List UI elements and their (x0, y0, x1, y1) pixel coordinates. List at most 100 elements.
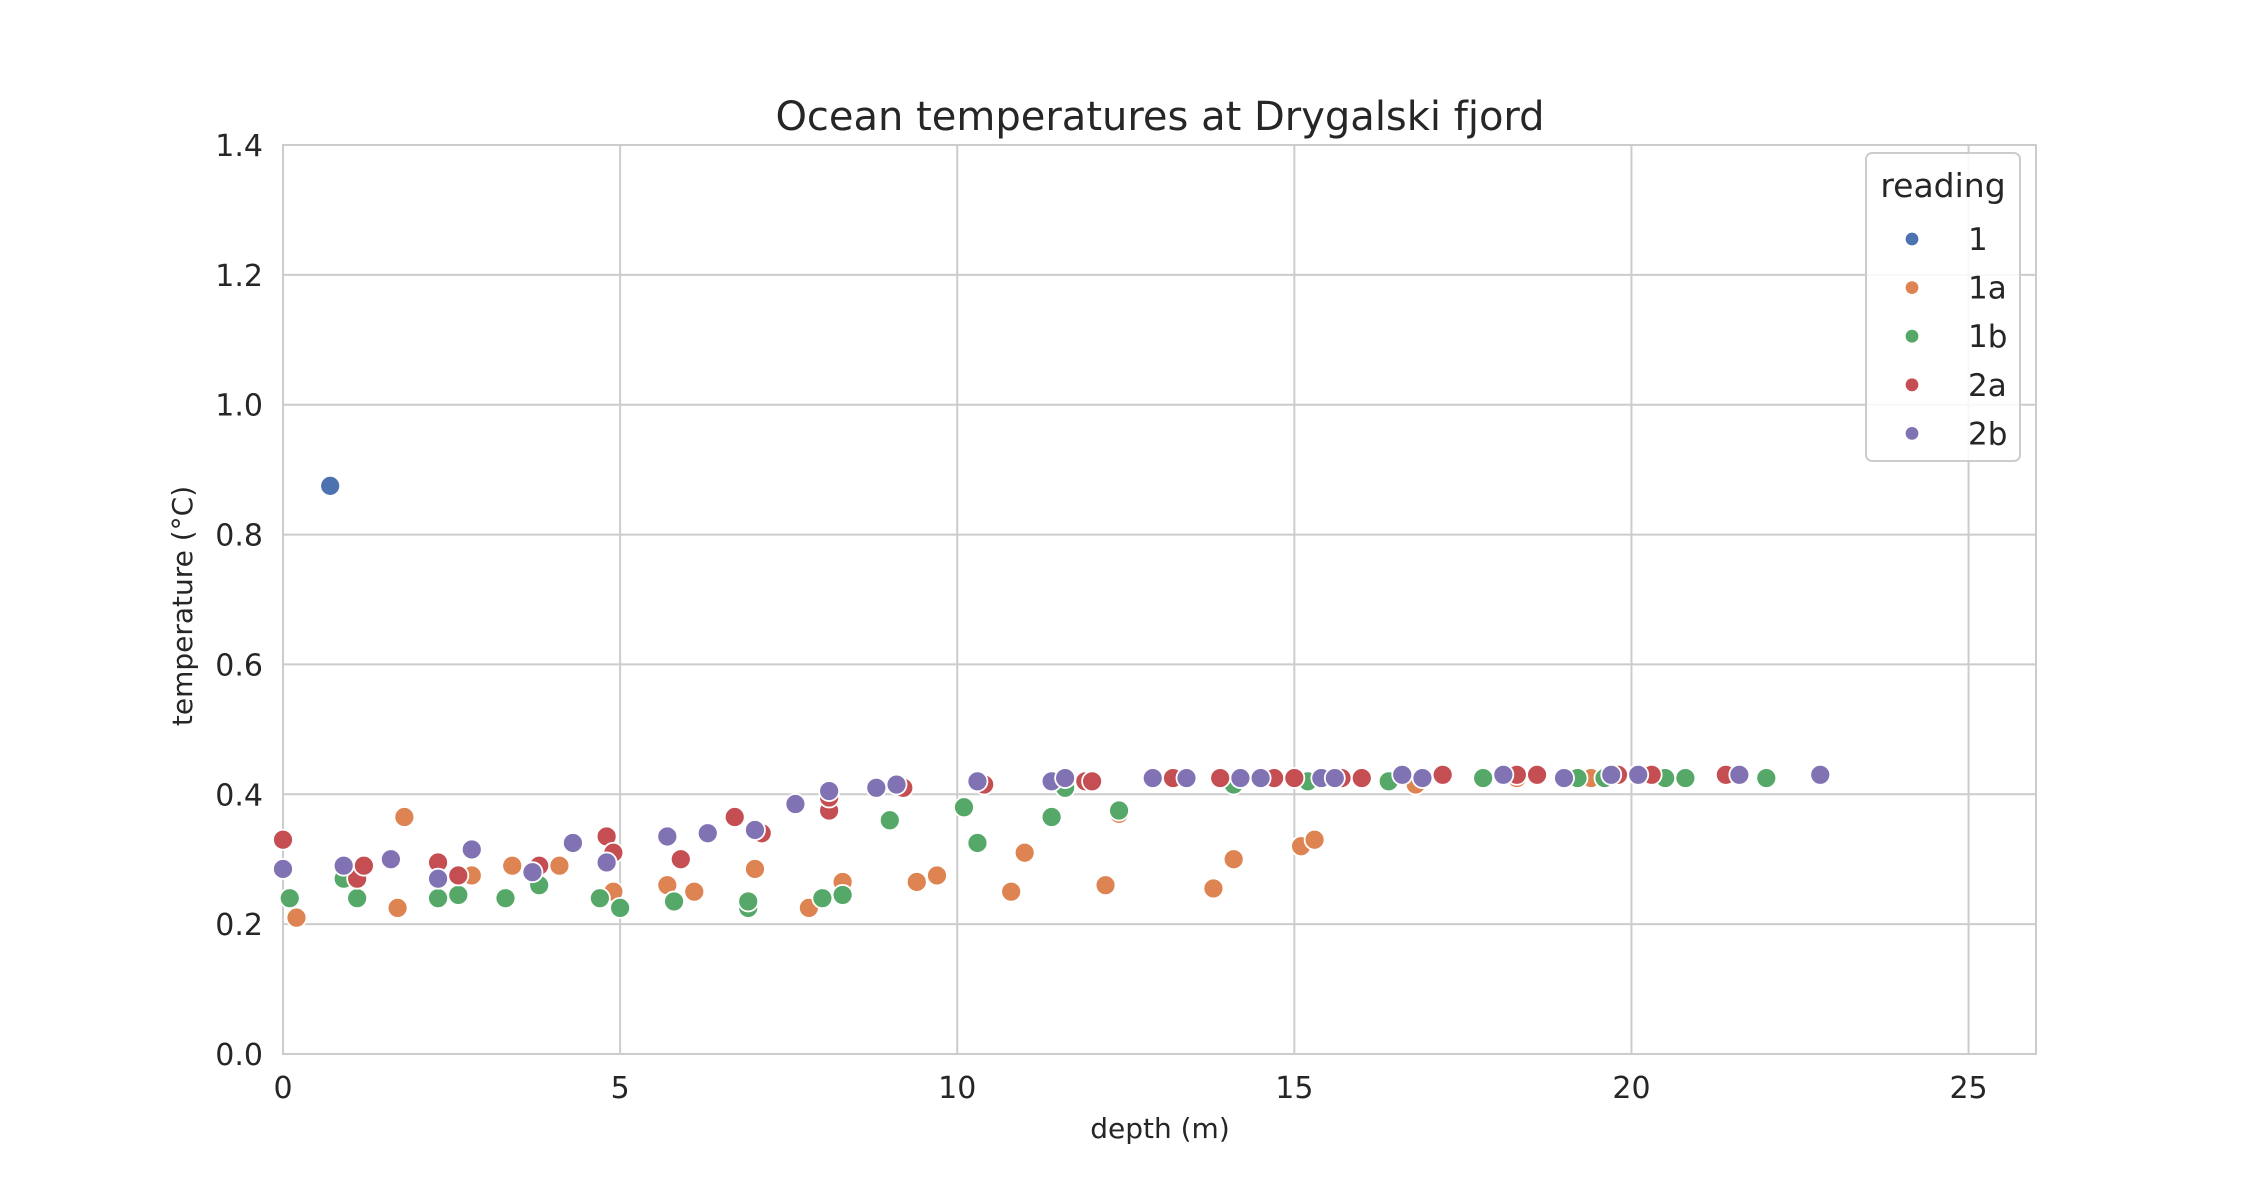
data-point (1674, 767, 1697, 789)
data-point (683, 880, 706, 903)
data-point (1209, 767, 1232, 789)
data-point (447, 864, 470, 887)
x-tick-label: 20 (1612, 1071, 1650, 1106)
y-tick-label: 0.8 (215, 519, 263, 554)
data-point (1013, 841, 1036, 864)
data-point (548, 854, 571, 877)
data-point (926, 864, 948, 887)
legend-marker (1904, 280, 1920, 296)
data-point (272, 858, 294, 880)
data-point (885, 773, 908, 796)
data-point (723, 806, 746, 828)
data-point (737, 890, 760, 913)
legend-label: 1a (1968, 271, 2007, 307)
data-point (588, 887, 611, 910)
x-tick-label: 15 (1275, 1071, 1313, 1106)
x-tick-label: 5 (611, 1071, 630, 1106)
data-point (1600, 763, 1623, 786)
data-point (386, 897, 409, 919)
data-point (1809, 763, 1832, 786)
data-point (1000, 880, 1023, 903)
data-point (272, 828, 294, 851)
data-point (346, 887, 369, 910)
y-tick-label: 0.0 (215, 1038, 263, 1073)
plot-frame (282, 144, 2037, 1055)
data-point (1728, 763, 1751, 786)
data-point (656, 825, 679, 848)
legend-entries: 1 1a 1b 2a 2b (1904, 222, 2007, 452)
y-tick-label: 0.4 (215, 778, 263, 813)
data-point (1249, 767, 1272, 789)
legend-marker (1904, 328, 1920, 344)
data-point (878, 809, 901, 832)
data-point (1108, 799, 1130, 822)
data-point (379, 848, 402, 871)
data-point (953, 796, 975, 819)
data-point (1141, 767, 1164, 789)
x-tick-label: 10 (938, 1071, 976, 1106)
y-tick-label: 1.0 (215, 389, 263, 424)
data-point (966, 832, 989, 854)
legend-marker (1904, 231, 1920, 247)
data-point (1627, 763, 1650, 786)
data-point (966, 770, 989, 793)
data-point (1222, 848, 1245, 871)
chart-title: Ocean temperatures at Drygalski fjord (775, 94, 1544, 140)
data-point (1054, 767, 1077, 789)
data-point (669, 848, 692, 871)
legend-label: 2a (1968, 368, 2007, 404)
data-point (1175, 767, 1198, 789)
data-point (460, 838, 483, 861)
data-point (494, 887, 517, 910)
data-point (1411, 767, 1434, 789)
data-point (696, 822, 719, 845)
x-axis-label: depth (m) (1090, 1112, 1230, 1145)
data-point (1303, 828, 1326, 851)
data-point (1202, 877, 1225, 900)
x-tick-label: 0 (273, 1071, 292, 1106)
data-point (427, 867, 449, 890)
data-point (865, 776, 888, 799)
data-point (811, 887, 834, 910)
data-point (1472, 767, 1495, 789)
data-point (285, 906, 308, 929)
data-point (1553, 767, 1575, 789)
data-point (501, 854, 524, 877)
y-tick-label: 0.2 (215, 908, 263, 943)
data-point (744, 819, 766, 841)
data-point (427, 887, 449, 910)
y-axis-label: temperature (°C) (166, 486, 199, 726)
legend-label: 2b (1968, 416, 2007, 452)
legend-marker (1904, 377, 1920, 393)
data-point (562, 832, 584, 854)
y-tick-label: 1.4 (215, 129, 263, 164)
data-point (1350, 767, 1373, 789)
data-point (319, 474, 342, 497)
data-point (521, 861, 544, 884)
legend-title: reading (1880, 166, 2005, 205)
data-point (1492, 763, 1515, 786)
data-point (1081, 770, 1103, 793)
x-tick-labels: 0 5 10 15 20 25 (273, 1071, 1987, 1106)
data-point (818, 780, 841, 802)
data-point (332, 854, 355, 877)
data-point (1094, 874, 1117, 897)
data-points (272, 474, 1832, 929)
y-tick-label: 1.2 (215, 259, 263, 294)
data-point (1323, 767, 1346, 789)
y-tick-labels: 0.0 0.2 0.4 0.6 0.8 1.0 1.2 1.4 (215, 129, 263, 1073)
data-point (831, 884, 854, 906)
data-point (663, 890, 685, 913)
legend-marker (1904, 425, 1920, 441)
data-point (1229, 767, 1252, 789)
data-point (609, 897, 632, 919)
series-1 (319, 474, 342, 497)
x-tick-label: 25 (1949, 1071, 1987, 1106)
data-point (1526, 763, 1548, 786)
series-2b (272, 763, 1832, 890)
legend-label: 1b (1968, 319, 2007, 355)
data-point (905, 871, 928, 893)
legend-label: 1 (1968, 222, 1988, 258)
